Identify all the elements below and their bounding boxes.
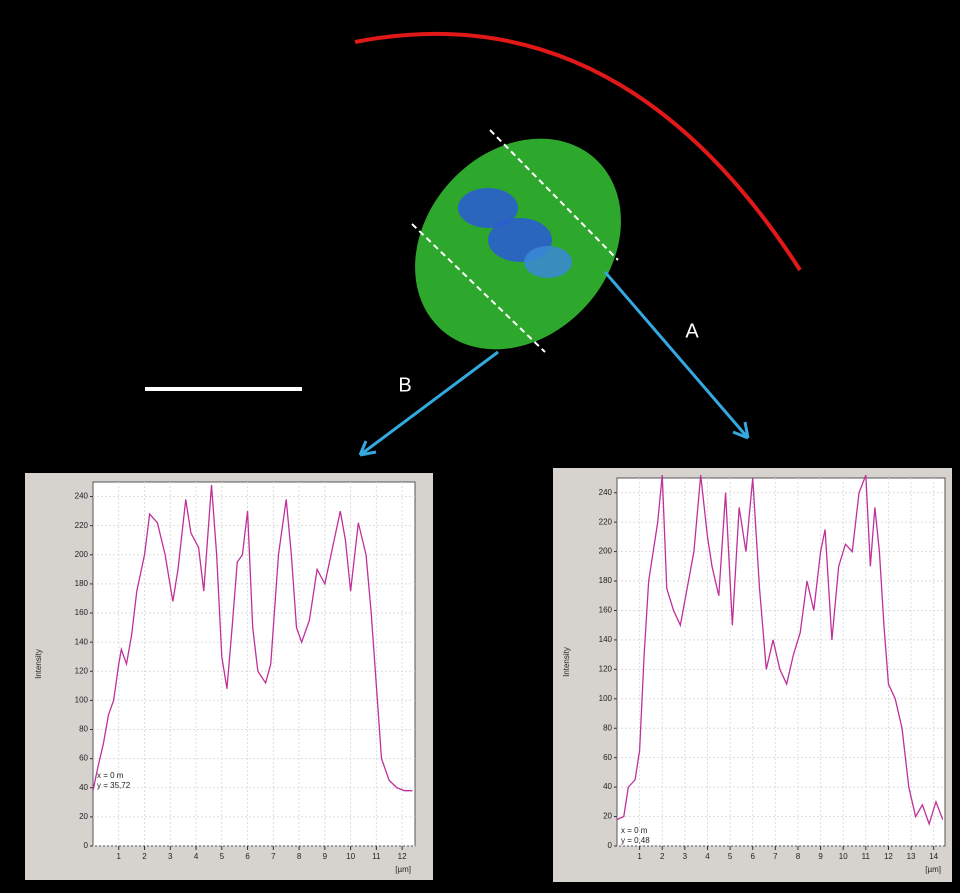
plot-area — [616, 477, 946, 847]
arrow-head — [732, 421, 750, 440]
arrow — [603, 271, 750, 439]
cursor-readout: y = 0,48 — [621, 836, 650, 845]
x-tick-label: 12 — [398, 852, 407, 861]
y-tick-label: 240 — [599, 488, 613, 497]
x-tick-label: 8 — [297, 852, 302, 861]
x-axis-label: [µm] — [925, 865, 941, 874]
cursor-readout: y = 35,72 — [97, 781, 131, 790]
y-tick-label: 40 — [603, 782, 612, 791]
y-tick-label: 0 — [608, 841, 613, 850]
x-tick-label: 9 — [818, 852, 823, 861]
nucleus — [458, 188, 518, 228]
y-tick-label: 180 — [75, 579, 89, 588]
x-tick-label: 10 — [346, 852, 355, 861]
intensity-line — [92, 484, 413, 792]
x-tick-label: 13 — [907, 852, 916, 861]
annotation: A — [685, 320, 699, 342]
intensity-line — [616, 474, 944, 826]
x-tick-label: 5 — [220, 852, 225, 861]
nucleus — [524, 246, 572, 278]
x-tick-label: 7 — [271, 852, 276, 861]
y-tick-label: 200 — [75, 550, 89, 559]
y-tick-label: 20 — [603, 812, 612, 821]
x-tick-label: 1 — [117, 852, 122, 861]
plot-area — [92, 481, 416, 847]
y-tick-label: 140 — [599, 635, 613, 644]
red-arc — [354, 31, 802, 272]
y-tick-label: 160 — [75, 608, 89, 617]
y-tick-label: 120 — [599, 664, 613, 673]
x-tick-label: 8 — [796, 852, 801, 861]
x-tick-label: 14 — [929, 852, 938, 861]
y-tick-label: 0 — [84, 841, 89, 850]
y-tick-label: 140 — [75, 637, 89, 646]
arrow-head — [358, 440, 377, 457]
x-tick-label: 2 — [142, 852, 147, 861]
y-tick-label: 160 — [599, 606, 613, 615]
cursor-readout: x = 0 m — [621, 826, 648, 835]
y-tick-label: 40 — [79, 783, 88, 792]
y-axis-label: Intensity — [34, 649, 43, 679]
x-tick-label: 3 — [683, 852, 688, 861]
y-tick-label: 180 — [599, 576, 613, 585]
x-tick-label: 11 — [372, 852, 381, 861]
annotation: B — [398, 374, 411, 396]
x-tick-label: 9 — [323, 852, 328, 861]
y-axis-label: Intensity — [562, 647, 571, 677]
cursor-readout: x = 0 m — [97, 771, 124, 780]
x-tick-label: 7 — [773, 852, 778, 861]
y-tick-label: 100 — [75, 696, 89, 705]
y-tick-label: 220 — [599, 517, 613, 526]
x-tick-label: 4 — [194, 852, 199, 861]
scan-line — [489, 129, 619, 261]
y-tick-label: 100 — [599, 694, 613, 703]
scan-line — [411, 223, 546, 353]
y-tick-label: 200 — [599, 547, 613, 556]
y-tick-label: 80 — [603, 723, 612, 732]
x-tick-label: 12 — [884, 852, 893, 861]
y-tick-label: 60 — [79, 754, 88, 763]
arrow — [359, 350, 499, 457]
x-tick-label: 1 — [637, 852, 642, 861]
y-tick-label: 80 — [79, 725, 88, 734]
y-tick-label: 60 — [603, 753, 612, 762]
x-axis-label: [µm] — [395, 865, 411, 874]
x-tick-label: 10 — [839, 852, 848, 861]
x-tick-label: 6 — [245, 852, 250, 861]
x-tick-label: 3 — [168, 852, 173, 861]
x-tick-label: 11 — [862, 852, 871, 861]
y-tick-label: 20 — [79, 812, 88, 821]
y-tick-label: 120 — [75, 666, 89, 675]
x-tick-label: 2 — [660, 852, 665, 861]
y-tick-label: 240 — [75, 492, 89, 501]
x-tick-label: 5 — [728, 852, 733, 861]
x-tick-label: 6 — [750, 852, 755, 861]
y-tick-label: 220 — [75, 521, 89, 530]
x-tick-label: 4 — [705, 852, 710, 861]
